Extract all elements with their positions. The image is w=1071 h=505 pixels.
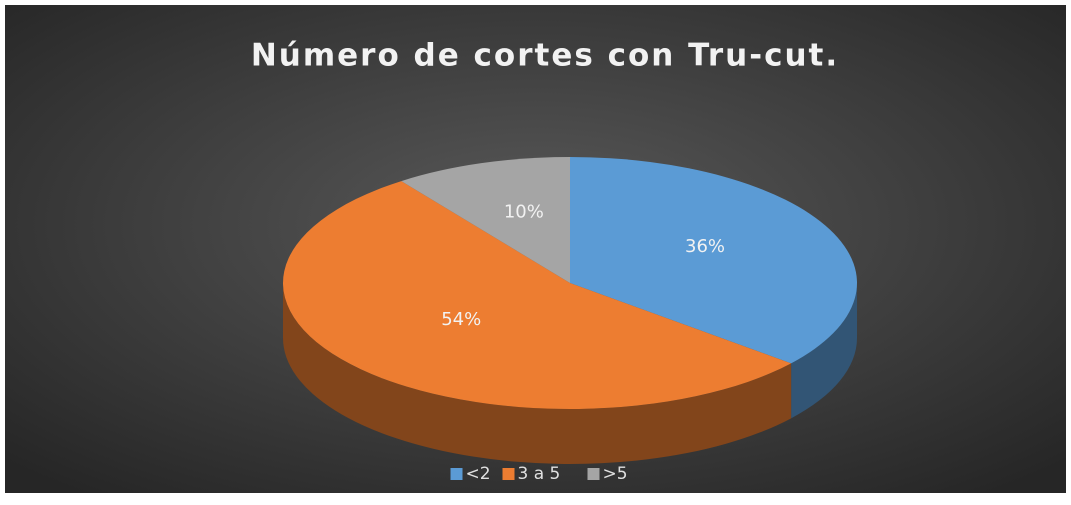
data-label: 36% (685, 236, 725, 257)
legend-swatch (587, 468, 600, 480)
data-label: 54% (441, 309, 481, 330)
slice (283, 181, 792, 409)
legend-swatch (502, 468, 515, 480)
legend-swatch (450, 468, 463, 480)
slice (570, 157, 858, 364)
legend-label: <2 (466, 464, 491, 484)
slice-side (283, 283, 792, 465)
legend-label: >5 (603, 464, 628, 484)
slice (401, 157, 570, 283)
data-label: 10% (504, 202, 544, 223)
legend-label: 3 a 5 (518, 464, 561, 484)
slice-side (791, 283, 857, 419)
chart-title: Número de cortes con Tru-cut. (251, 38, 839, 74)
